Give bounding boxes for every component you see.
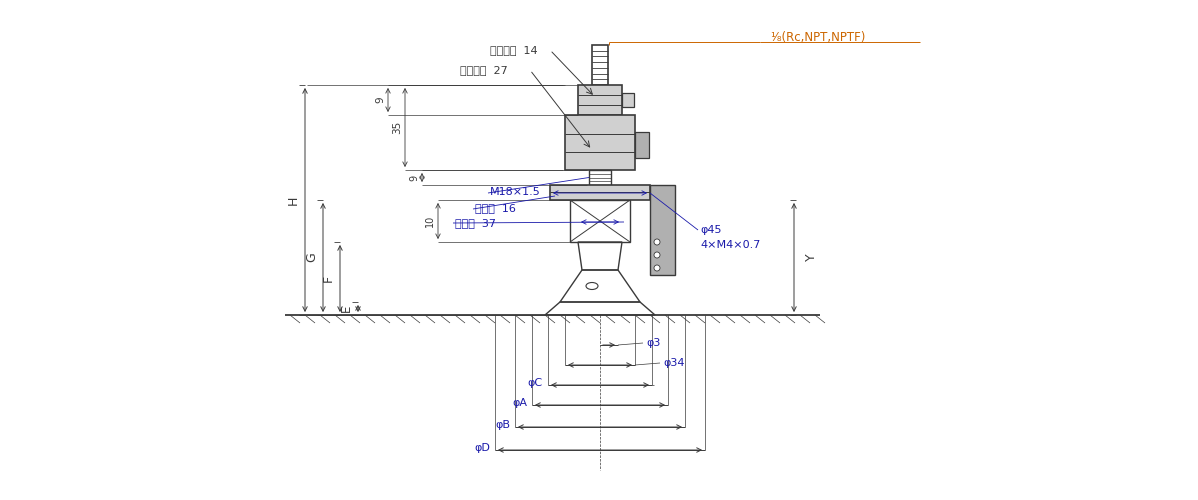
Text: Y: Y xyxy=(805,254,818,262)
Text: φ3: φ3 xyxy=(646,338,660,348)
Text: 10: 10 xyxy=(425,215,435,227)
Text: 35: 35 xyxy=(392,121,403,134)
Bar xyxy=(592,45,609,85)
Text: 六觓対辺  14: 六觓対辺 14 xyxy=(490,45,538,55)
Circle shape xyxy=(654,252,660,258)
Bar xyxy=(565,115,635,170)
Bar xyxy=(651,185,674,275)
Text: φA: φA xyxy=(512,398,527,408)
Circle shape xyxy=(654,265,660,271)
Bar xyxy=(550,185,651,200)
Text: G: G xyxy=(305,252,317,262)
Text: ¹⁄₈(Rc,NPT,NPTF): ¹⁄₈(Rc,NPT,NPTF) xyxy=(770,30,865,44)
Text: M18×1.5: M18×1.5 xyxy=(490,187,540,197)
Text: E: E xyxy=(340,305,353,312)
Bar xyxy=(570,200,630,242)
Text: 二面幅  16: 二面幅 16 xyxy=(474,203,516,213)
Text: φB: φB xyxy=(495,420,510,430)
Text: φ34: φ34 xyxy=(662,358,684,368)
Text: 9: 9 xyxy=(375,96,385,103)
Text: φC: φC xyxy=(528,378,543,388)
Bar xyxy=(622,93,634,107)
Bar xyxy=(635,132,649,158)
Bar xyxy=(589,170,611,185)
Text: 六觓対辺  27: 六觓対辺 27 xyxy=(460,65,508,75)
Circle shape xyxy=(654,239,660,245)
Text: 9: 9 xyxy=(409,174,419,180)
Bar xyxy=(577,85,622,115)
Text: φ45: φ45 xyxy=(700,225,721,235)
Text: H: H xyxy=(288,196,300,204)
Text: F: F xyxy=(322,275,335,282)
Text: 二面幅  37: 二面幅 37 xyxy=(455,218,496,228)
Text: 4×M4×0.7: 4×M4×0.7 xyxy=(700,240,761,250)
Text: φD: φD xyxy=(474,443,490,453)
